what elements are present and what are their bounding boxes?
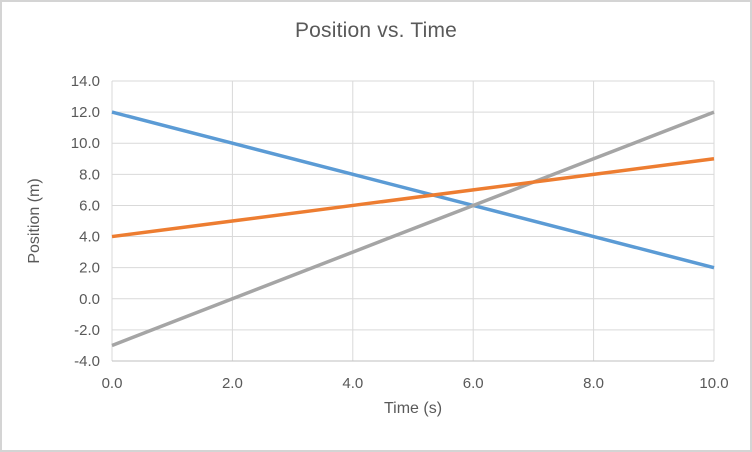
- y-axis-title: Position (m): [26, 178, 43, 264]
- series-line-gray: [111, 110, 715, 348]
- x-tick-label: 0.0: [102, 375, 123, 392]
- x-tick-label: 6.0: [463, 375, 484, 392]
- series-line-blue: [111, 110, 715, 270]
- y-tick-label: 14.0: [71, 73, 100, 90]
- y-tick-label: 6.0: [79, 197, 100, 214]
- y-tick-label: 0.0: [79, 291, 100, 308]
- y-tick-label: 4.0: [79, 229, 100, 246]
- y-tick-label: -4.0: [74, 353, 100, 370]
- x-tick-label: 2.0: [222, 375, 243, 392]
- y-tick-label: 8.0: [79, 166, 100, 183]
- x-tick-label: 10.0: [699, 375, 728, 392]
- x-tick-label: 4.0: [342, 375, 363, 392]
- y-tick-label: 12.0: [71, 104, 100, 121]
- chart-title: Position vs. Time: [294, 19, 458, 42]
- x-tick-label: 8.0: [583, 375, 604, 392]
- y-tick-label: 2.0: [79, 260, 100, 277]
- series-line-orange: [111, 157, 715, 239]
- y-tick-label: 10.0: [71, 135, 100, 152]
- y-tick-label: -2.0: [74, 322, 100, 339]
- x-axis-title: Time (s): [383, 400, 443, 417]
